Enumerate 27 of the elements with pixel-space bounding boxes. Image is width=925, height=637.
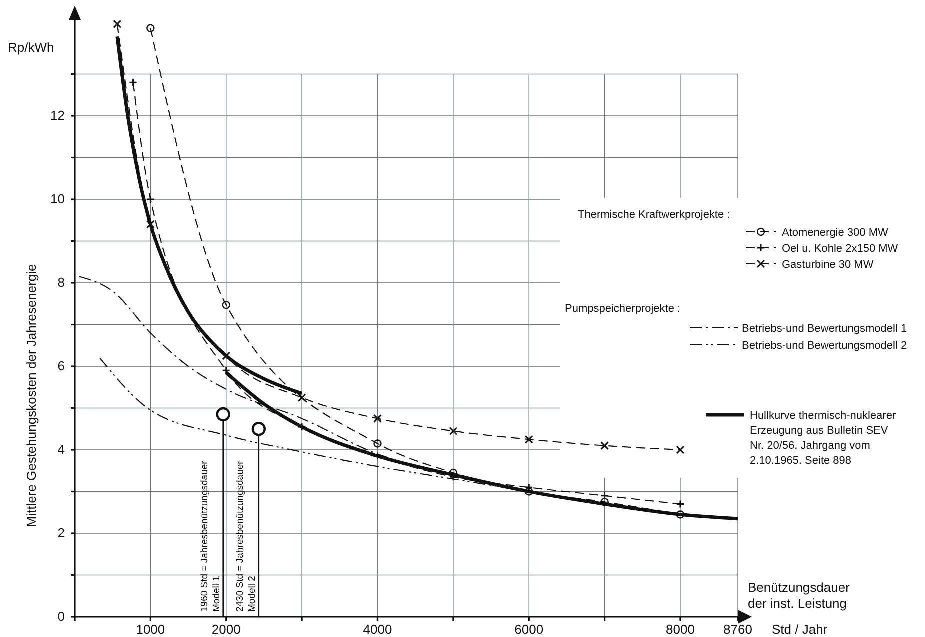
y-tick-label: 8 [58,275,65,290]
legend-label: Oel u. Kohle 2x150 MW [782,243,899,255]
x-tick-label: 6000 [514,622,544,637]
x-tick-label: 1000 [136,622,166,637]
x-tick-label: 4000 [363,622,392,637]
y-tick-label: 0 [58,609,65,624]
text: Benützungsdauer der inst. Leistung [748,580,851,611]
legend-label: Hullkurve thermisch-nuklearer Erzeugung aus Bulletin SEV Nr. 20/56. Jahrgang vom 2.10.1965. Seite 898 [750,410,896,467]
annotation: 2430 Std = Jahresbenützungsdauer Modell 2 [234,461,258,612]
y-tick-label: 12 [50,108,65,124]
y-tick-label: 6 [58,358,65,374]
y-tick-label: 4 [58,442,65,458]
annotation: 1960 Std = Jahresbenützungsdauer Modell 1 [199,461,222,612]
x-tick-label: 8760 [724,622,752,637]
y-axis-title: Mittlere Gestehungskosten der Jahresenergie [24,264,39,528]
legend-label: Betriebs-und Bewertungsmodell 2 [742,340,908,352]
text: Rp/kWh [8,40,54,55]
annotation: Pumpspeicherprojekte : [565,303,681,315]
x-tick-label: 2000 [212,622,241,637]
legend-label: Atomenergie 300 MW [782,227,889,239]
x-axis-title: Std / Jahr [772,622,828,637]
legend-label: Gasturbine 30 MW [782,259,874,271]
legend-label: Betriebs-und Bewertungsmodell 1 [742,323,908,335]
x-tick-label: 8000 [666,622,695,637]
y-tick-label: 10 [50,192,65,207]
legend-title: Thermische Kraftwerkprojekte : [578,209,730,221]
y-tick-label: 2 [58,526,65,541]
